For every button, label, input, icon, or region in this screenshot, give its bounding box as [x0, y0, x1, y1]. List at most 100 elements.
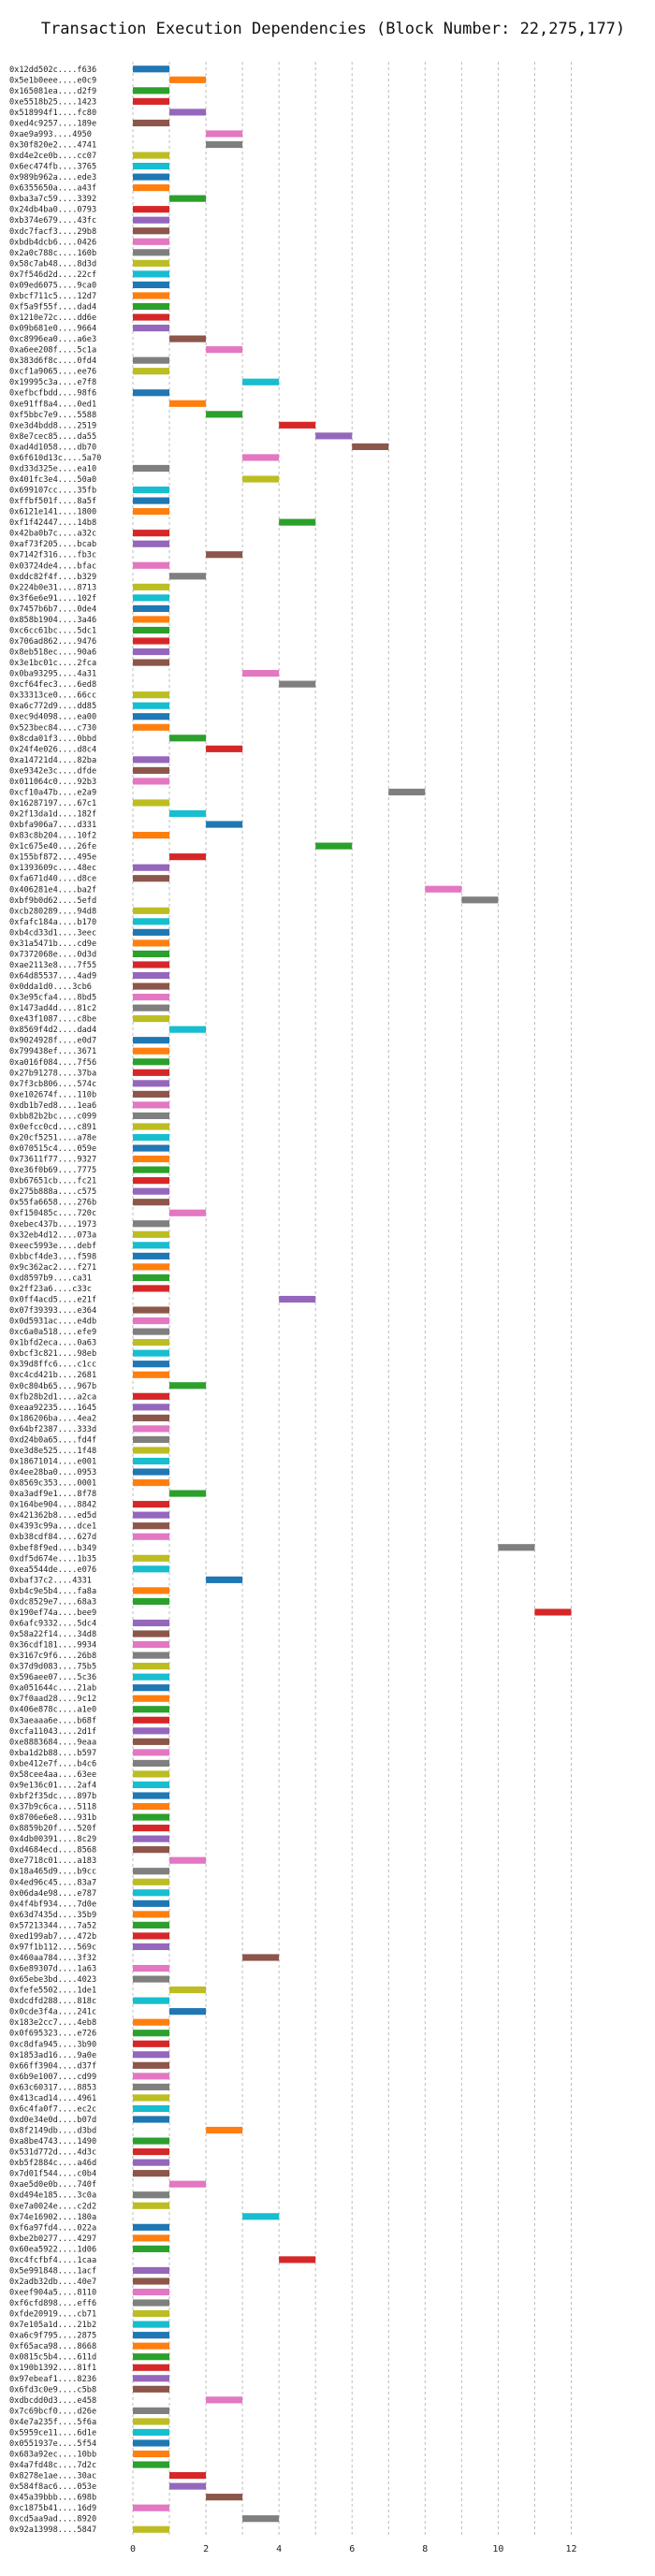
tx-bar	[133, 1716, 170, 1724]
tx-bar	[133, 1349, 170, 1357]
tx-hash-label: 0xa3adf9e1....8f78	[9, 1490, 96, 1499]
tx-hash-label: 0x8cda01f3....0bbd	[9, 735, 96, 744]
tx-bar	[133, 389, 170, 397]
tx-bar	[133, 1630, 170, 1637]
tx-hash-label: 0xe91ff8a4....0ed1	[9, 400, 96, 409]
tx-hash-label: 0x4e7a235f....5f6a	[9, 2418, 96, 2427]
tx-hash-label: 0x155bf872....495e	[9, 853, 96, 863]
tx-hash-label: 0x30f820e2....4741	[9, 140, 96, 150]
tx-hash-label: 0x8f2149db....d3bd	[9, 2127, 96, 2136]
tx-bar	[133, 227, 170, 235]
tx-hash-label: 0x2ff23a6....c33c	[9, 1285, 92, 1294]
tx-bar	[242, 1954, 280, 1961]
tx-bar	[133, 1533, 170, 1540]
tx-hash-label: 0x8859b20f....520f	[9, 1825, 96, 1834]
tx-bar	[169, 809, 207, 818]
tx-hash-label: 0x65ebe3bd....4023	[9, 1975, 96, 1985]
tx-bar	[133, 173, 170, 181]
tx-hash-label: 0xbef8f9ed....b349	[9, 1544, 96, 1553]
tx-bar	[169, 109, 207, 116]
tx-hash-label: 0x18671014....e001	[9, 1457, 96, 1466]
tx-bar	[279, 518, 316, 526]
tx-bar	[133, 1317, 170, 1325]
tx-hash-label: 0x09ed6075....9ca0	[9, 281, 96, 290]
tx-bar	[169, 1382, 207, 1390]
tx-hash-label: 0x584f8ac6....053e	[9, 2482, 96, 2492]
tx-hash-label: 0x1c675e40....26fe	[9, 842, 96, 851]
tx-bar	[133, 2170, 170, 2177]
tx-hash-label: 0x66ff3904....d37f	[9, 2061, 96, 2071]
tx-bar	[242, 2213, 280, 2220]
tx-hash-label: 0xefbcfbdd....98f6	[9, 389, 96, 399]
tx-hash-label: 0x57213344....7a52	[9, 1921, 96, 1930]
tx-bar	[279, 2256, 316, 2263]
tx-bar	[133, 1911, 170, 1918]
tx-bar	[352, 443, 389, 450]
tx-hash-label: 0xdf5d674e....1b35	[9, 1554, 96, 1564]
tx-hash-label: 0x63c60317....8853	[9, 2083, 96, 2092]
tx-bar	[133, 497, 170, 504]
x-tick-label: 2	[203, 2544, 209, 2554]
tx-bar	[133, 1123, 170, 1130]
tx-bar	[279, 421, 316, 429]
tx-hash-label: 0xba3a7c59....3392	[9, 195, 96, 204]
tx-bar	[133, 540, 170, 547]
tx-hash-label: 0x60ea5922....1d06	[9, 2245, 96, 2254]
tx-bar	[133, 1640, 170, 1649]
tx-bar	[133, 1478, 170, 1487]
tx-hash-label: 0xed4c9257....189e	[9, 119, 96, 128]
tx-hash-label: 0xfefe5502....1de1	[9, 1987, 96, 1996]
tx-hash-label: 0xa016f084....7f56	[9, 1058, 96, 1068]
tx-hash-label: 0x413cad14....4961	[9, 2094, 96, 2103]
tx-bar	[133, 1133, 170, 1142]
tx-bar	[133, 238, 170, 245]
tx-hash-label: 0x0551937e....5f54	[9, 2439, 96, 2449]
tx-hash-label: 0x16287197....67c1	[9, 799, 96, 808]
tx-bar	[133, 1080, 170, 1087]
tx-hash-label: 0xfa671d40....d8ce	[9, 875, 96, 884]
tx-hash-label: 0x58a22f14....34d8	[9, 1630, 96, 1639]
tx-hash-label: 0x3167c9f6....26b8	[9, 1652, 96, 1661]
tx-bar	[133, 464, 170, 473]
tx-bar	[169, 195, 207, 202]
tx-bar	[133, 1846, 170, 1854]
tx-hash-label: 0xeaa92235....1645	[9, 1404, 96, 1413]
tx-bar	[133, 1230, 170, 1238]
tx-bar	[133, 324, 170, 332]
tx-hash-label: 0x6ec474fb....3765	[9, 163, 96, 172]
tx-bar	[133, 1361, 170, 1368]
tx-hash-label: 0xe7a0024e....c2d2	[9, 2202, 96, 2211]
tx-bar	[133, 1047, 170, 1055]
tx-bar	[133, 1565, 170, 1573]
tx-bar	[169, 76, 207, 83]
tx-hash-label: 0x8eb518ec....90a6	[9, 648, 96, 658]
tx-hash-label: 0xfafc184a....b170	[9, 918, 96, 927]
tx-hash-label: 0x0815c5b4....611d	[9, 2353, 96, 2363]
tx-hash-label: 0x7c69bcf0....d26e	[9, 2407, 96, 2416]
tx-hash-label: 0xdc7facf3....29b8	[9, 227, 96, 237]
tx-bar	[133, 594, 170, 602]
tx-bar	[315, 842, 353, 850]
tx-bar	[133, 216, 170, 224]
tx-bar	[133, 2018, 170, 2026]
tx-bar	[206, 346, 243, 354]
tx-hash-label: 0x6c4fa0f7....ec2c	[9, 2104, 96, 2114]
tx-bar	[133, 1770, 170, 1778]
tx-bar	[242, 454, 280, 461]
x-axis-ticks: 0 2 4 6 8 10 12	[130, 2544, 577, 2554]
tx-bar	[133, 2116, 170, 2123]
tx-bar	[133, 2159, 170, 2166]
tx-hash-label: 0xe3d4bdd8....2519	[9, 421, 96, 430]
tx-hash-label: 0x31a5471b....cd9e	[9, 939, 96, 949]
tx-hash-label: 0x4db00391....8c29	[9, 1835, 96, 1844]
tx-bar	[133, 982, 170, 990]
tx-hash-label: 0xbcf711c5....12d7	[9, 292, 96, 301]
tx-hash-label: 0xbe412e7f....b4c6	[9, 1759, 96, 1768]
tx-hash-label: 0x190b1392....81f1	[9, 2364, 96, 2373]
tx-bar	[133, 1932, 170, 1940]
tx-bar	[133, 1878, 170, 1885]
tx-hash-label: 0x42ba0b7c....a32c	[9, 530, 96, 539]
tx-bar	[133, 2137, 170, 2145]
tx-bar	[242, 475, 280, 483]
